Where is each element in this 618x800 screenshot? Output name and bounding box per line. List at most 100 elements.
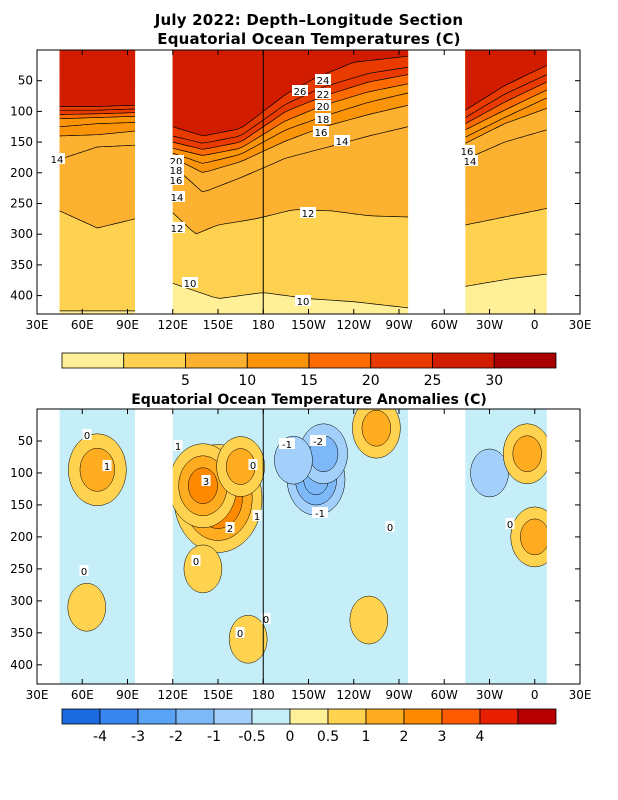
contour-label: 12	[171, 224, 184, 235]
isotherm	[59, 115, 136, 120]
contour-label-bg	[295, 295, 311, 306]
colorbar-swatch	[251, 708, 291, 725]
colorbar-swatch	[61, 352, 125, 369]
contour-label-bg	[334, 135, 350, 146]
contour-label-bg	[292, 85, 308, 96]
isotherm	[465, 89, 547, 131]
x-tick-label: 90E	[116, 688, 139, 702]
colorbar-tick-label: 10	[238, 373, 256, 389]
y-tick-label: 200	[10, 166, 33, 180]
colorbar-tick-label: 2	[400, 729, 409, 745]
isotherm	[465, 97, 547, 138]
contour-label-bg	[505, 518, 515, 529]
x-tick-label: 60W	[431, 688, 458, 702]
anomaly-region	[183, 544, 223, 594]
colorbar-swatch	[403, 708, 443, 725]
x-tick-label: 30W	[476, 318, 503, 332]
contour-label: -1	[315, 509, 325, 520]
colorbar-tick-label: 0.5	[317, 729, 339, 745]
isotherm	[59, 108, 136, 111]
contour-label-bg	[169, 222, 185, 233]
colorbar-swatch	[185, 352, 248, 369]
anomaly-title: Equatorial Ocean Temperature Anomalies (…	[131, 392, 487, 408]
colorbar-tick-label: -3	[131, 729, 145, 745]
isotherm	[465, 64, 547, 111]
contour-label: 24	[317, 76, 330, 87]
anomaly-region	[228, 614, 268, 664]
contour-label-bg	[315, 74, 331, 85]
isotherm	[59, 122, 136, 128]
contour-label-bg	[310, 435, 326, 446]
contour-label: 1	[104, 462, 110, 473]
contour-label: 16	[315, 128, 328, 139]
contour-label-bg	[191, 555, 201, 566]
contour-label: 14	[336, 137, 349, 148]
temp-band	[59, 50, 136, 107]
colorbar-tick-label: 25	[424, 373, 442, 389]
contour-label: 0	[81, 567, 87, 578]
colorbar-tick-label: 30	[485, 373, 503, 389]
colorbar-swatch	[137, 708, 177, 725]
x-tick-label: 150W	[291, 318, 326, 332]
x-tick-label: 90E	[116, 318, 139, 332]
isotherm	[465, 107, 547, 144]
anomaly-region	[512, 435, 542, 473]
x-tick-label: 60E	[71, 318, 94, 332]
contour-label-bg	[300, 207, 316, 218]
contour-label: 20	[317, 102, 330, 113]
y-tick-label: 100	[10, 466, 33, 480]
contour-label-bg	[279, 438, 295, 449]
contour-label-bg	[385, 521, 395, 532]
contour-label: 18	[170, 166, 183, 177]
contour-label: 3	[203, 477, 209, 488]
y-tick-label: 400	[10, 658, 33, 672]
contour-label-bg	[315, 100, 331, 111]
colorbar-tick-label: -2	[169, 729, 183, 745]
contour-label-bg	[315, 88, 331, 99]
contour-label: 0	[193, 557, 199, 568]
colorbar-tick-label: 0	[286, 729, 295, 745]
contour-label: 22	[317, 90, 330, 101]
x-tick-label: 120W	[336, 318, 371, 332]
x-tick-label: 30W	[476, 688, 503, 702]
chart-subtitle: Equatorial Ocean Temperatures (C)	[157, 30, 461, 48]
x-tick-label: 90W	[385, 688, 412, 702]
temp-band	[465, 50, 547, 111]
contour-label: 18	[317, 115, 330, 126]
anomaly-region	[470, 448, 509, 498]
colorbar-tick-label: -0.5	[238, 729, 265, 745]
colorbar-tick-label: 3	[438, 729, 447, 745]
colorbar-tick-label: -1	[207, 729, 221, 745]
colorbar-swatch	[123, 352, 186, 369]
anomaly-region	[67, 583, 107, 632]
colorbar-swatch	[365, 708, 405, 725]
y-tick-label: 150	[10, 135, 33, 149]
colorbar-swatch	[441, 708, 481, 725]
contour-label: 0	[387, 523, 393, 534]
colorbar-swatch	[308, 352, 372, 369]
contour-label: 14	[171, 193, 184, 204]
contour-label: 1	[254, 512, 260, 523]
contour-label: 0	[84, 431, 90, 442]
contour-label-bg	[261, 613, 271, 624]
contour-label: 20	[170, 157, 183, 168]
isotherm	[172, 92, 409, 164]
x-tick-label: 120W	[336, 688, 371, 702]
contour-label: 0	[237, 629, 243, 640]
colorbar-swatch	[99, 708, 139, 725]
colorbar-tick-label: 5	[181, 373, 190, 389]
x-tick-label: 0	[531, 688, 539, 702]
isotherm	[465, 208, 547, 226]
isotherm	[172, 126, 409, 193]
contour-label: -1	[282, 440, 292, 451]
y-tick-label: 300	[10, 594, 33, 608]
isotherm	[465, 74, 547, 118]
isotherm	[59, 104, 135, 107]
contour-label-bg	[173, 440, 183, 451]
colorbar-tick-label: -4	[93, 729, 107, 745]
contour-label-bg	[79, 565, 89, 576]
x-tick-label: 30E	[26, 318, 49, 332]
contour-label-bg	[201, 475, 211, 486]
x-tick-label: 30E	[569, 318, 592, 332]
